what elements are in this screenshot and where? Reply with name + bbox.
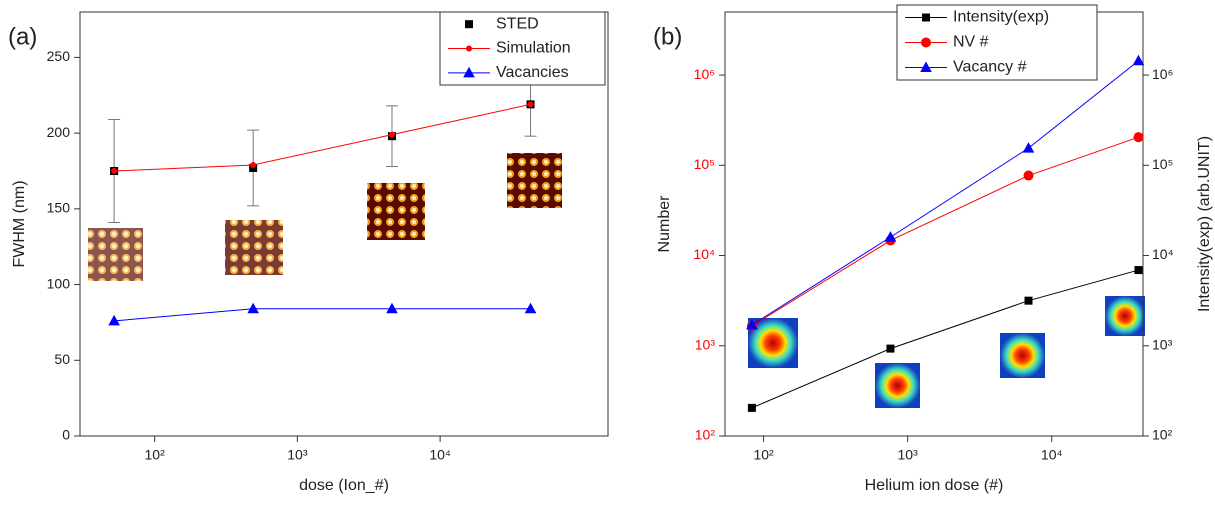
legend-label: Intensity(exp): [953, 9, 1049, 26]
y2-tick-label: 10⁵: [1152, 156, 1173, 172]
y-tick-label: 50: [54, 351, 70, 367]
legend-label: Simulation: [496, 40, 571, 57]
marker: [111, 168, 117, 174]
x-axis-label: Helium ion dose (#): [865, 477, 1004, 494]
inset-image: [88, 228, 143, 281]
legend-label: STED: [496, 15, 539, 32]
inset-image: [875, 363, 920, 408]
marker: [1134, 266, 1142, 274]
marker: [748, 404, 756, 412]
marker: [1024, 171, 1034, 181]
y-tick-label: 10³: [695, 336, 716, 352]
y2-tick-label: 10²: [1152, 427, 1173, 443]
inset-image: [1000, 333, 1045, 378]
y2-axis-label: Intensity(exp) (arb.UNIT): [1196, 136, 1213, 312]
y-tick-label: 100: [47, 275, 71, 291]
x-tick-label: 10⁴: [429, 447, 451, 463]
inset-image: [367, 183, 425, 240]
marker: [1025, 297, 1033, 305]
series-line: [114, 104, 530, 171]
legend-marker: [922, 14, 930, 22]
x-tick-label: 10²: [145, 447, 166, 463]
legend-label: Vacancies: [496, 64, 569, 81]
y-tick-label: 10²: [695, 427, 716, 443]
y-tick-label: 0: [62, 427, 70, 443]
series-line: [114, 309, 530, 321]
x-tick-label: 10⁴: [1041, 447, 1063, 463]
y-tick-label: 10⁴: [693, 246, 715, 262]
legend-marker: [465, 20, 473, 28]
marker: [886, 345, 894, 353]
insets: [88, 153, 1145, 408]
y2-tick-label: 10⁴: [1152, 246, 1174, 262]
x-tick-label: 10³: [287, 447, 308, 463]
legend-label: Vacancy #: [953, 59, 1027, 76]
inset-image: [507, 153, 562, 208]
marker: [250, 162, 256, 168]
inset-image: [225, 220, 283, 275]
marker: [525, 303, 537, 314]
y2-tick-label: 10⁶: [1152, 66, 1173, 82]
x-axis-label: dose (Ion_#): [299, 477, 389, 494]
chart: (a) 10² 10³ 10⁴ 0 50 100 150 200 250 dose (Ion_#) F…: [0, 0, 1215, 500]
y-axis-label: Number: [656, 195, 673, 253]
marker: [528, 101, 534, 107]
series-line: [752, 61, 1139, 325]
marker: [1133, 132, 1143, 142]
y-tick-label: 150: [47, 200, 71, 216]
marker: [247, 303, 259, 314]
y-tick-label: 10⁵: [694, 156, 715, 172]
marker: [389, 132, 395, 138]
inset-image: [1105, 296, 1145, 336]
marker: [885, 231, 897, 242]
x-tick-label: 10²: [753, 447, 774, 463]
x-tick-label: 10³: [898, 447, 919, 463]
y2-tick-label: 10³: [1152, 336, 1173, 352]
page: {"chart_data": [ {"type": "line", "panel…: [0, 0, 1215, 500]
legend-marker: [921, 38, 931, 48]
series-line: [752, 270, 1139, 408]
y-tick-label: 250: [47, 48, 71, 64]
legend-marker: [466, 46, 472, 52]
panel-label: (b): [653, 23, 682, 50]
y-axis-label: FWHM (nm): [11, 180, 28, 267]
series-line: [752, 137, 1139, 326]
y-tick-label: 10⁶: [694, 66, 715, 82]
y-tick-label: 200: [47, 124, 71, 140]
marker: [386, 303, 398, 314]
panel-label: (a): [8, 23, 37, 50]
legend-label: NV #: [953, 34, 989, 51]
marker: [1023, 142, 1035, 153]
